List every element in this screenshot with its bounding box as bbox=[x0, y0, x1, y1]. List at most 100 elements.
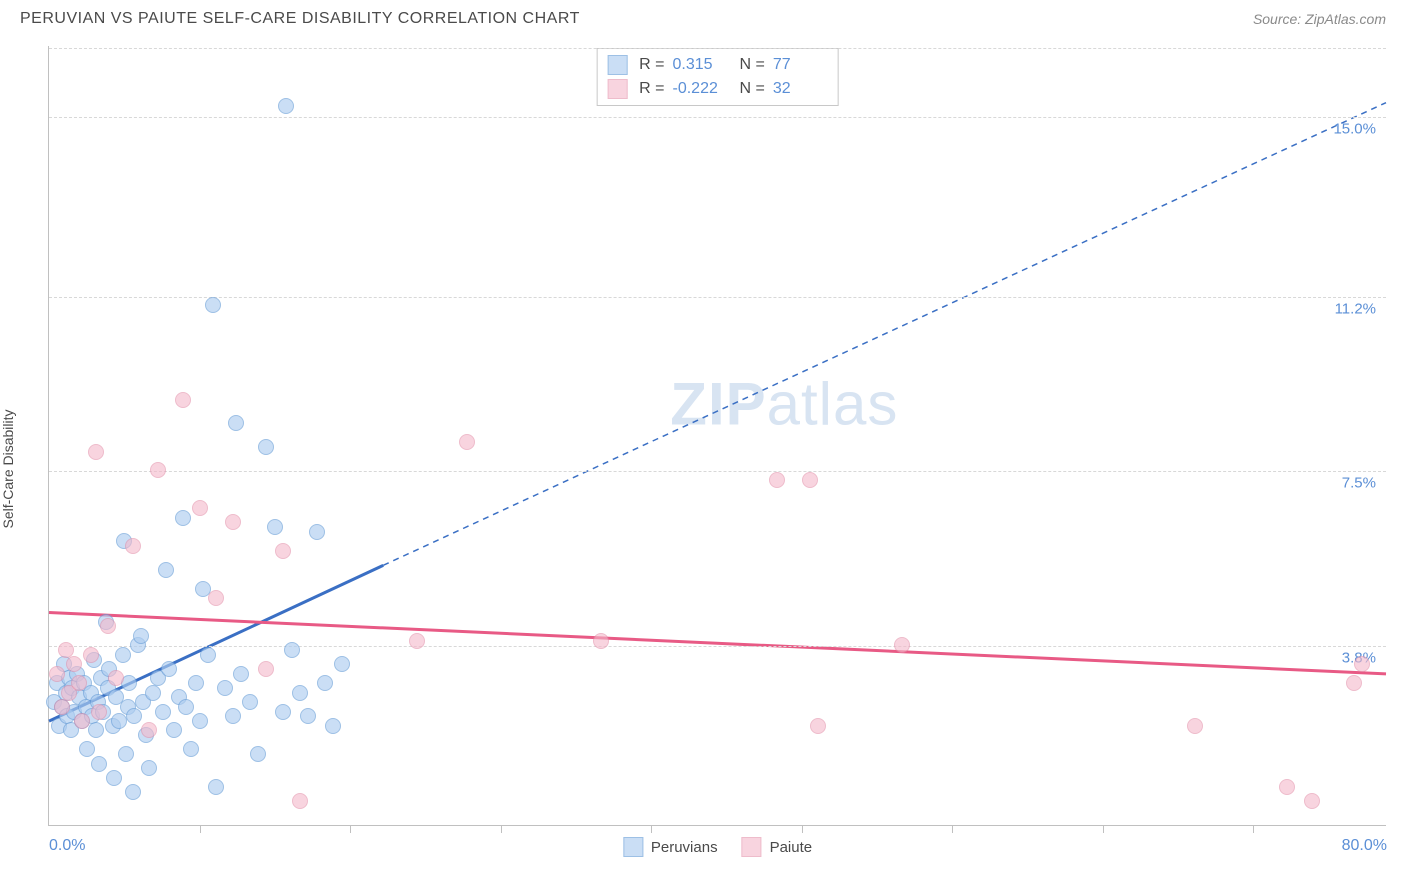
data-point bbox=[894, 637, 910, 653]
x-tick bbox=[1253, 825, 1254, 833]
data-point bbox=[292, 685, 308, 701]
data-point bbox=[217, 680, 233, 696]
n-value: 32 bbox=[773, 80, 828, 98]
data-point bbox=[74, 713, 90, 729]
data-point bbox=[161, 661, 177, 677]
x-tick bbox=[501, 825, 502, 833]
stats-row: R =0.315N =77 bbox=[607, 53, 828, 77]
plot-area: ZIPatlas R =0.315N =77R =-0.222N =32 Per… bbox=[48, 46, 1386, 826]
data-point bbox=[175, 510, 191, 526]
data-point bbox=[810, 718, 826, 734]
data-point bbox=[126, 708, 142, 724]
bottom-legend: Peruvians Paiute bbox=[623, 837, 812, 857]
x-tick bbox=[200, 825, 201, 833]
data-point bbox=[192, 500, 208, 516]
data-point bbox=[1354, 656, 1370, 672]
data-point bbox=[155, 704, 171, 720]
data-point bbox=[225, 514, 241, 530]
data-point bbox=[71, 675, 87, 691]
data-point bbox=[54, 699, 70, 715]
x-tick bbox=[1103, 825, 1104, 833]
legend-swatch bbox=[623, 837, 643, 857]
data-point bbox=[88, 444, 104, 460]
data-point bbox=[108, 670, 124, 686]
data-point bbox=[334, 656, 350, 672]
data-point bbox=[183, 741, 199, 757]
x-tick bbox=[651, 825, 652, 833]
data-point bbox=[106, 770, 122, 786]
data-point bbox=[317, 675, 333, 691]
data-point bbox=[205, 297, 221, 313]
data-point bbox=[79, 741, 95, 757]
data-point bbox=[292, 793, 308, 809]
data-point bbox=[769, 472, 785, 488]
stats-legend-box: R = 0.315 N = 77 R = -0.222 N = 32 bbox=[596, 48, 839, 106]
legend-swatch bbox=[742, 837, 762, 857]
data-point bbox=[1346, 675, 1362, 691]
data-point bbox=[100, 618, 116, 634]
gridline bbox=[49, 297, 1386, 298]
data-point bbox=[300, 708, 316, 724]
r-label: R = bbox=[639, 80, 664, 98]
data-point bbox=[91, 704, 107, 720]
data-point bbox=[325, 718, 341, 734]
legend-swatch bbox=[607, 55, 627, 75]
data-point bbox=[225, 708, 241, 724]
gridline bbox=[49, 117, 1386, 118]
legend-item: Peruvians bbox=[623, 837, 718, 857]
data-point bbox=[141, 722, 157, 738]
n-label: N = bbox=[740, 80, 765, 98]
data-point bbox=[115, 647, 131, 663]
stats-row: R = -0.222 N = 32 bbox=[607, 77, 828, 101]
x-tick bbox=[952, 825, 953, 833]
x-min-label: 0.0% bbox=[49, 837, 85, 855]
data-point bbox=[91, 756, 107, 772]
data-point bbox=[111, 713, 127, 729]
data-point bbox=[141, 760, 157, 776]
data-point bbox=[118, 746, 134, 762]
r-value: 0.315 bbox=[673, 56, 728, 74]
data-point bbox=[275, 543, 291, 559]
data-point bbox=[1304, 793, 1320, 809]
data-point bbox=[208, 590, 224, 606]
data-point bbox=[125, 538, 141, 554]
y-tick-label: 7.5% bbox=[1342, 475, 1376, 492]
n-value: 77 bbox=[773, 56, 828, 74]
data-point bbox=[1279, 779, 1295, 795]
gridline bbox=[49, 646, 1386, 647]
data-point bbox=[802, 472, 818, 488]
data-point bbox=[267, 519, 283, 535]
legend-label: Peruvians bbox=[651, 839, 718, 856]
data-point bbox=[593, 633, 609, 649]
data-point bbox=[258, 439, 274, 455]
data-point bbox=[125, 784, 141, 800]
chart-title: PERUVIAN VS PAIUTE SELF-CARE DISABILITY … bbox=[20, 10, 580, 28]
r-value: -0.222 bbox=[673, 80, 728, 98]
legend-item: Paiute bbox=[742, 837, 813, 857]
data-point bbox=[1187, 718, 1203, 734]
data-point bbox=[66, 656, 82, 672]
source-attribution: Source: ZipAtlas.com bbox=[1253, 11, 1386, 27]
data-point bbox=[175, 392, 191, 408]
x-tick bbox=[350, 825, 351, 833]
data-point bbox=[208, 779, 224, 795]
y-tick-label: 11.2% bbox=[1335, 300, 1376, 317]
data-point bbox=[242, 694, 258, 710]
data-point bbox=[409, 633, 425, 649]
data-point bbox=[192, 713, 208, 729]
data-point bbox=[459, 434, 475, 450]
data-point bbox=[275, 704, 291, 720]
legend-swatch bbox=[607, 79, 627, 99]
y-axis-label: Self-Care Disability bbox=[0, 409, 16, 528]
data-point bbox=[145, 685, 161, 701]
watermark: ZIPatlas bbox=[670, 370, 898, 439]
data-point bbox=[233, 666, 249, 682]
gridline bbox=[49, 471, 1386, 472]
n-label: N = bbox=[740, 56, 765, 74]
legend-label: Paiute bbox=[770, 839, 813, 856]
y-tick-label: 15.0% bbox=[1333, 120, 1376, 137]
data-point bbox=[250, 746, 266, 762]
data-point bbox=[188, 675, 204, 691]
data-point bbox=[49, 666, 65, 682]
x-tick bbox=[802, 825, 803, 833]
